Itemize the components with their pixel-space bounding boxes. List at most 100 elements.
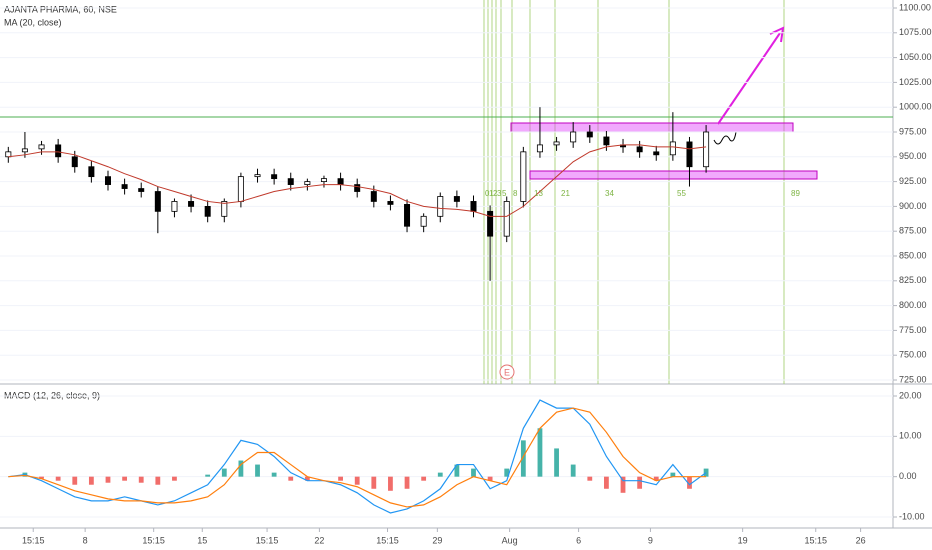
x-tick-label: 8	[83, 535, 88, 545]
candle-body	[487, 210, 494, 237]
path-sketch	[713, 131, 737, 145]
candle-body	[570, 131, 577, 143]
histogram-bar	[221, 468, 227, 477]
candle-body	[420, 215, 427, 227]
range-box-bottom	[529, 170, 818, 180]
fib-label: 34	[605, 189, 614, 198]
histogram-bar	[554, 448, 559, 477]
candle-body	[354, 184, 361, 192]
symbol-title: AJANTA PHARMA, 60, NSE	[4, 4, 117, 14]
candle-body	[188, 201, 195, 207]
candle-body	[287, 178, 294, 185]
candle-body	[138, 188, 145, 192]
candle-body	[536, 144, 543, 153]
ma-line	[8, 144, 707, 217]
fib-label: 3	[497, 189, 502, 198]
candle-body	[304, 181, 311, 185]
histogram-bar	[670, 472, 676, 477]
macd-title: MACD (12, 26, close, 9)	[4, 390, 100, 400]
x-tick-label: 15:15	[804, 535, 827, 545]
y-tick-label: 725.00	[899, 374, 927, 384]
candle-body	[370, 191, 377, 202]
candle-body	[470, 201, 477, 212]
candle-body	[104, 176, 111, 185]
histogram-bar	[487, 476, 493, 481]
x-tick-label: 26	[856, 535, 866, 545]
histogram-bar	[504, 468, 510, 477]
fib-label: 5	[502, 189, 507, 198]
histogram-bar	[354, 476, 360, 485]
y-tick-label: 1025.00	[899, 77, 932, 87]
histogram-bar	[388, 476, 393, 491]
event-circle	[499, 364, 515, 380]
histogram-bar	[570, 464, 576, 477]
candle-body	[171, 201, 178, 212]
histogram-bar	[637, 476, 643, 489]
candle-body	[71, 156, 78, 168]
candle-body	[586, 131, 593, 138]
candle-body	[237, 176, 244, 202]
candle-body	[553, 141, 560, 146]
histogram-bar	[39, 476, 44, 479]
y-tick-label: 1100.00	[899, 2, 931, 12]
candle-body	[404, 204, 411, 227]
candle-body	[55, 144, 62, 158]
candle-body	[387, 201, 394, 205]
histogram-bar	[437, 472, 443, 477]
candle-body	[636, 146, 643, 153]
event-label: E	[504, 367, 510, 377]
y-tick-label: 1075.00	[899, 27, 932, 37]
histogram-bar	[620, 476, 626, 493]
candle-body	[5, 151, 12, 158]
x-tick-label: 15:15	[376, 535, 399, 545]
y-tick-label: 925.00	[899, 176, 927, 186]
y-tick-label: 1050.00	[899, 52, 932, 62]
arrow-head	[769, 26, 785, 43]
macd-line	[8, 407, 707, 508]
ma-legend: MA (20, close)	[4, 17, 62, 27]
x-tick-label: 15:15	[22, 535, 45, 545]
histogram-bar	[404, 476, 410, 489]
candle-body	[204, 205, 211, 217]
fib-label: 1	[489, 189, 494, 198]
histogram-bar	[304, 476, 310, 481]
candle-body	[520, 151, 527, 202]
histogram-bar	[371, 476, 377, 489]
y-tick-label: 900.00	[899, 201, 927, 211]
y-tick-label: 775.00	[899, 325, 927, 335]
candle-body	[221, 201, 228, 217]
x-tick-label: 15:15	[142, 535, 165, 545]
histogram-bar	[255, 464, 260, 477]
candle-body	[686, 141, 693, 168]
histogram-bar	[471, 468, 476, 477]
candle-body	[503, 201, 510, 237]
x-tick-label: 15	[197, 535, 207, 545]
x-tick-label: 29	[432, 535, 442, 545]
histogram-bar	[537, 428, 543, 477]
histogram-bar	[55, 476, 61, 481]
candle-body	[38, 144, 45, 150]
fib-lines	[483, 0, 785, 384]
x-tick-label: 6	[576, 535, 581, 545]
fib-label: 21	[561, 189, 570, 198]
x-tick-label: 15:15	[256, 535, 279, 545]
y-tick-label: 750.00	[899, 350, 927, 360]
y-tick-label: 1000.00	[899, 102, 932, 112]
histogram-bar	[105, 476, 111, 483]
x-tick-label: 19	[738, 535, 748, 545]
y-tick-label: 800.00	[899, 300, 927, 310]
histogram-bar	[421, 476, 427, 481]
x-tick-label: 9	[648, 535, 653, 545]
candle-body	[437, 196, 444, 217]
x-tick-label: 22	[314, 535, 324, 545]
fib-label: 89	[791, 189, 800, 198]
candle-body	[254, 174, 261, 178]
histogram-bar	[172, 476, 177, 481]
y-tick-label: 10.00	[899, 431, 922, 441]
fib-label: 8	[513, 189, 518, 198]
histogram-bar	[238, 460, 244, 477]
candle-body	[154, 191, 161, 212]
y-tick-label: -10.00	[899, 511, 925, 521]
